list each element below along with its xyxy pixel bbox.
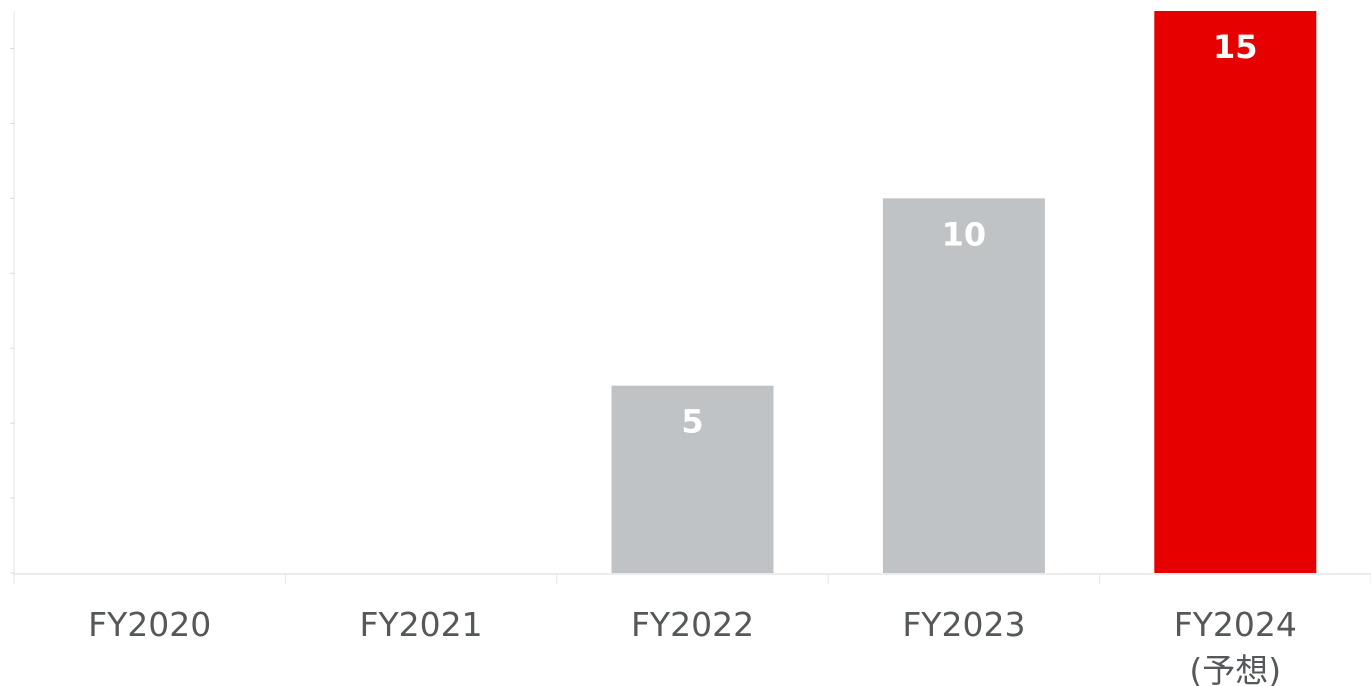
x-tick-label: FY2022 [630, 605, 755, 644]
bar [1154, 11, 1317, 573]
x-tick-label: FY2024 (予想) [1173, 605, 1297, 686]
x-tick-label: FY2021 [359, 605, 483, 644]
x-tick-label: FY2023 [902, 605, 1026, 644]
value-label: 10 [942, 215, 987, 253]
bar [882, 198, 1045, 574]
x-tick-label: FY2020 [88, 605, 212, 644]
bar [611, 385, 774, 573]
value-label: 5 [681, 403, 703, 441]
value-label: 15 [1213, 28, 1258, 66]
